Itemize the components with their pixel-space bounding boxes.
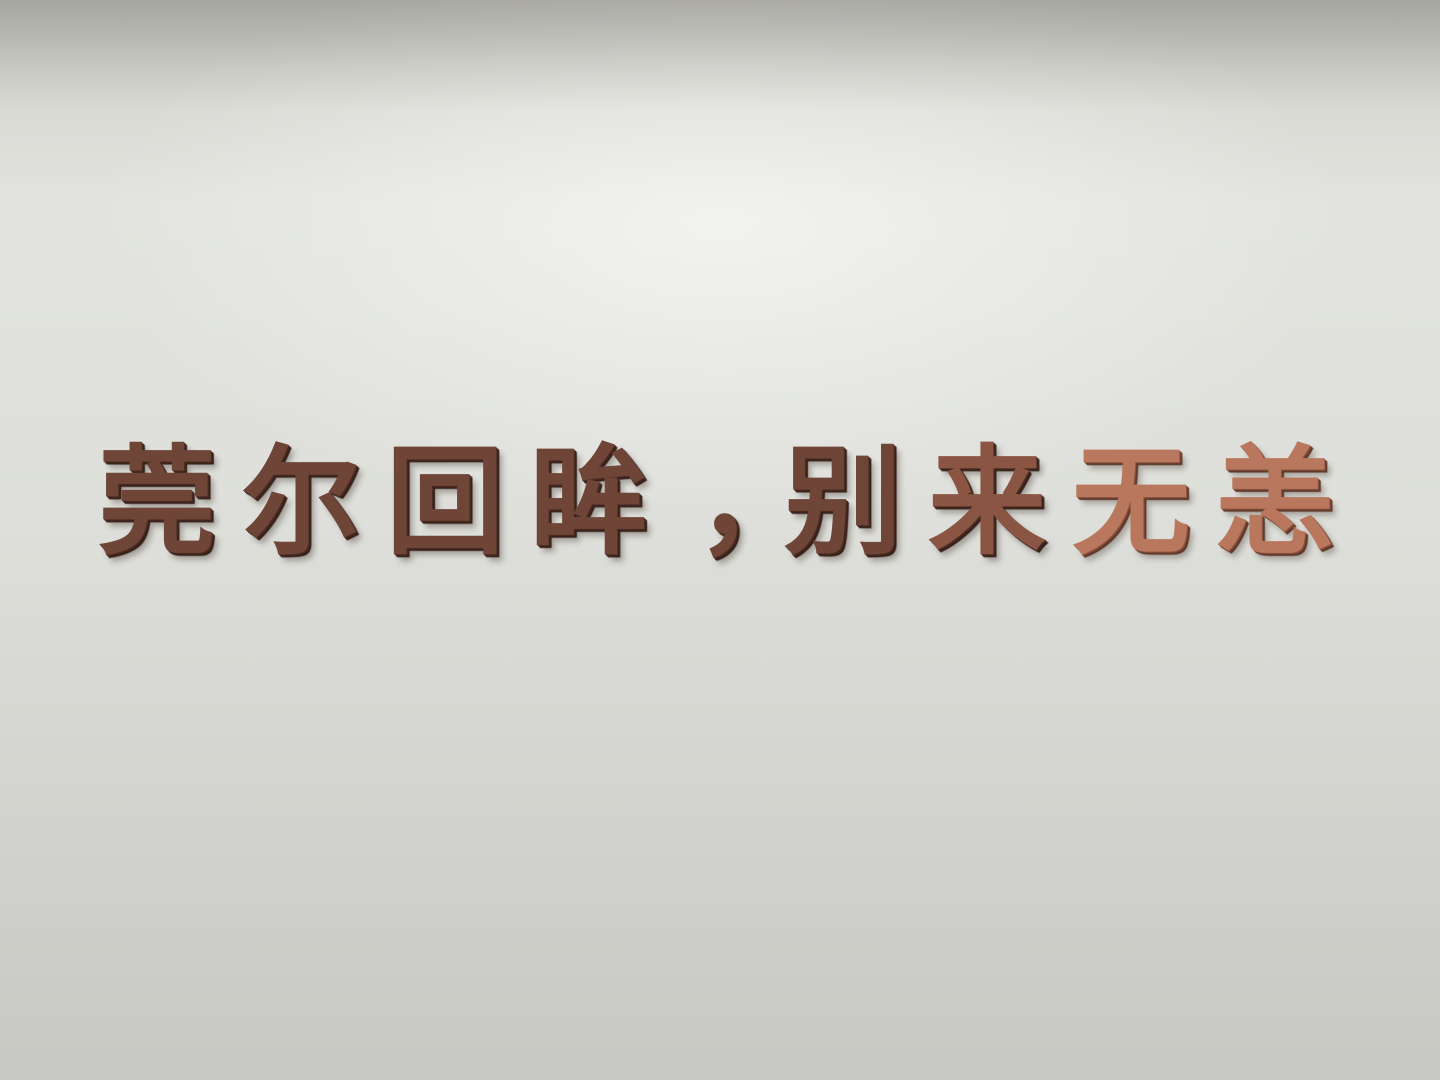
signage-char-3: 回 xyxy=(386,432,505,571)
wall-signage: 莞 尔 回 眸 ， 别 来 无 恙 xyxy=(98,432,1360,572)
signage-char-2: 尔 xyxy=(242,432,361,571)
signage-char-5: 别 xyxy=(784,432,903,571)
signage-char-7: 无 xyxy=(1072,432,1191,571)
signage-comma: ， xyxy=(696,432,815,571)
signage-char-8: 恙 xyxy=(1216,432,1335,571)
ceiling-shadow xyxy=(0,0,1440,110)
signage-char-1: 莞 xyxy=(98,432,217,571)
signage-char-6: 来 xyxy=(928,432,1047,571)
signage-char-4: 眸 xyxy=(530,432,649,571)
